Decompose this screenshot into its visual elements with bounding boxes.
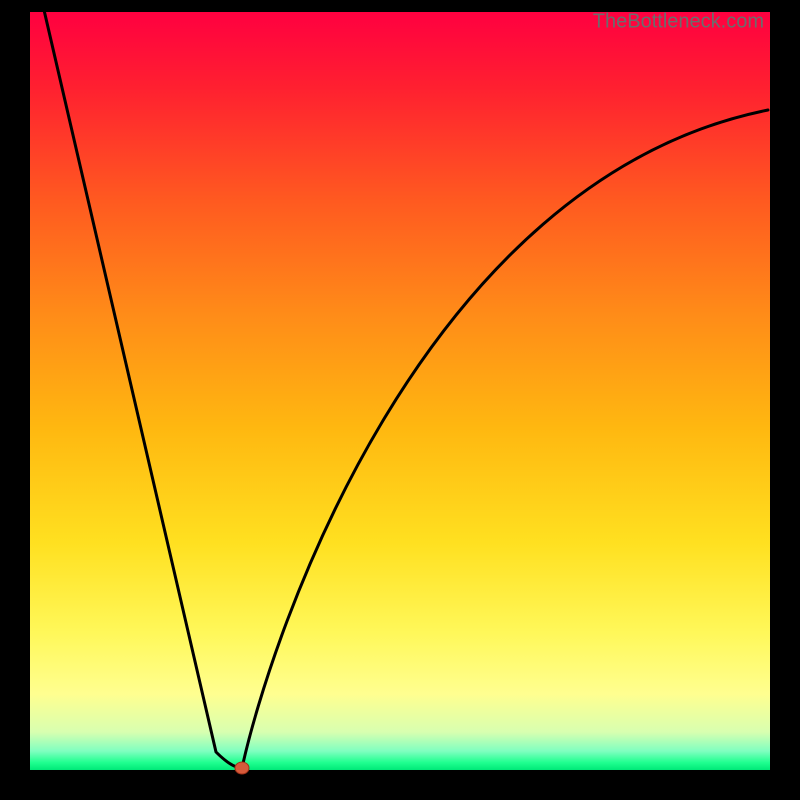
chart-container: TheBottleneck.com xyxy=(0,0,800,800)
optimal-point-marker xyxy=(235,762,249,774)
bottleneck-chart: TheBottleneck.com xyxy=(0,0,800,800)
watermark-text: TheBottleneck.com xyxy=(593,11,764,33)
